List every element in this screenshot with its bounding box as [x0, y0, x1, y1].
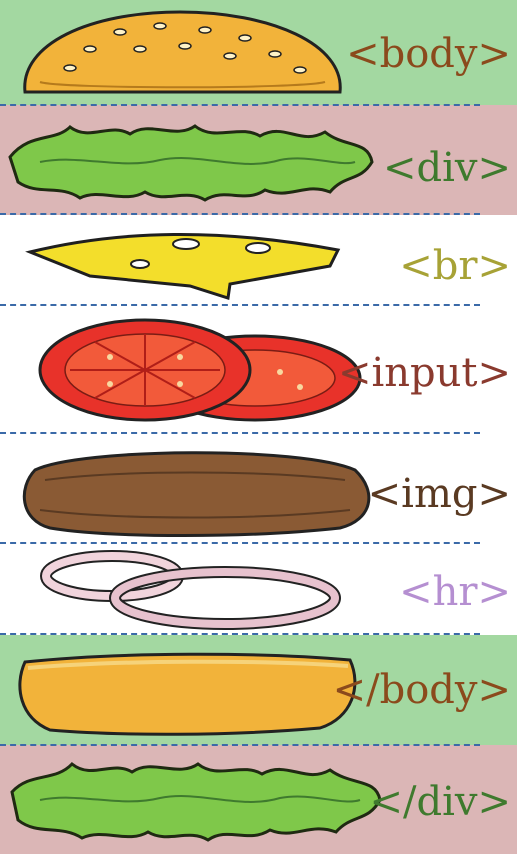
top-bun-icon	[23, 10, 342, 94]
separator-line	[0, 633, 480, 635]
bottom-bun-icon	[18, 652, 357, 736]
separator-line	[0, 432, 480, 434]
tag-label-img: <img>	[367, 471, 511, 517]
tomato-icon	[38, 318, 362, 422]
separator-line	[0, 304, 480, 306]
separator-line	[0, 104, 480, 106]
lettuce-icon	[10, 761, 382, 842]
onion-icon	[40, 550, 341, 630]
tag-label-close-body: </body>	[332, 667, 511, 713]
separator-line	[0, 213, 480, 215]
tag-label-body: <body>	[346, 31, 511, 77]
tag-label-br: <br>	[399, 243, 511, 289]
patty-icon	[22, 451, 371, 537]
tag-label-input: <input>	[337, 350, 511, 396]
separator-line	[0, 744, 480, 746]
tag-label-hr: <hr>	[399, 569, 511, 615]
tag-label-close-div: </div>	[369, 779, 511, 825]
lettuce-icon	[8, 124, 374, 202]
tag-label-div: <div>	[382, 145, 511, 191]
separator-line	[0, 542, 480, 544]
cheese-icon	[25, 233, 341, 300]
